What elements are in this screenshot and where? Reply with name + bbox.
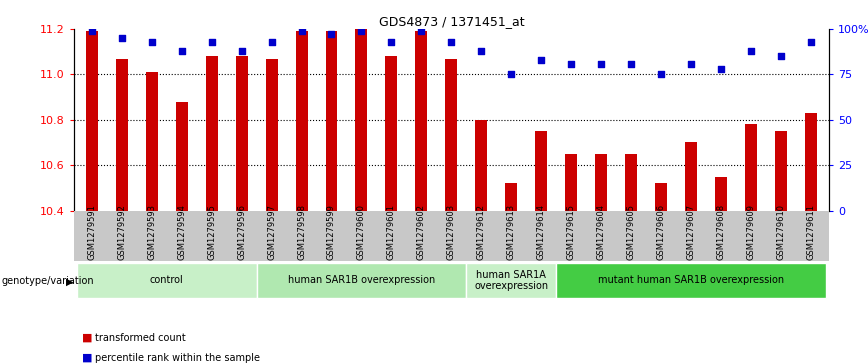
Bar: [416, 31, 427, 211]
Point: [504, 72, 518, 77]
Point: [564, 61, 578, 66]
Point: [115, 35, 128, 41]
Point: [535, 57, 549, 63]
Point: [145, 39, 159, 45]
Bar: [715, 176, 727, 211]
Bar: [445, 58, 457, 211]
Point: [624, 61, 638, 66]
Point: [385, 39, 398, 45]
Point: [294, 28, 308, 34]
Bar: [86, 31, 98, 211]
Bar: [625, 154, 637, 211]
Bar: [775, 131, 787, 211]
Point: [744, 48, 758, 54]
Bar: [595, 154, 608, 211]
Point: [595, 61, 608, 66]
Bar: [556, 263, 826, 298]
Text: genotype/variation: genotype/variation: [2, 276, 95, 286]
Bar: [146, 72, 158, 211]
Point: [774, 53, 788, 59]
Bar: [505, 183, 517, 211]
Text: ▶: ▶: [66, 276, 74, 286]
Point: [714, 66, 728, 72]
Title: GDS4873 / 1371451_at: GDS4873 / 1371451_at: [378, 15, 524, 28]
Point: [475, 48, 489, 54]
Bar: [206, 56, 218, 211]
Point: [684, 61, 698, 66]
Bar: [385, 56, 398, 211]
Bar: [326, 31, 338, 211]
Text: percentile rank within the sample: percentile rank within the sample: [95, 352, 260, 363]
Point: [265, 39, 279, 45]
Point: [414, 28, 428, 34]
Bar: [476, 120, 487, 211]
Bar: [266, 58, 278, 211]
Point: [804, 39, 818, 45]
Point: [205, 39, 219, 45]
Point: [174, 48, 188, 54]
Point: [354, 28, 368, 34]
Text: human SAR1B overexpression: human SAR1B overexpression: [288, 276, 435, 285]
Bar: [76, 263, 257, 298]
Text: control: control: [150, 276, 183, 285]
Point: [325, 32, 339, 37]
Bar: [235, 56, 247, 211]
Bar: [356, 29, 367, 211]
Bar: [466, 263, 556, 298]
Point: [444, 39, 458, 45]
Text: human SAR1A
overexpression: human SAR1A overexpression: [474, 270, 549, 291]
Bar: [536, 131, 547, 211]
Bar: [655, 183, 667, 211]
Bar: [115, 58, 128, 211]
Bar: [295, 31, 307, 211]
Bar: [685, 143, 697, 211]
Bar: [565, 154, 577, 211]
Text: ■: ■: [82, 352, 93, 363]
Bar: [175, 102, 187, 211]
Text: ■: ■: [82, 333, 93, 343]
Bar: [745, 125, 757, 211]
Text: mutant human SAR1B overexpression: mutant human SAR1B overexpression: [598, 276, 784, 285]
Bar: [257, 263, 466, 298]
Point: [654, 72, 668, 77]
Point: [85, 28, 99, 34]
Bar: [805, 113, 817, 211]
Point: [234, 48, 248, 54]
Text: transformed count: transformed count: [95, 333, 187, 343]
